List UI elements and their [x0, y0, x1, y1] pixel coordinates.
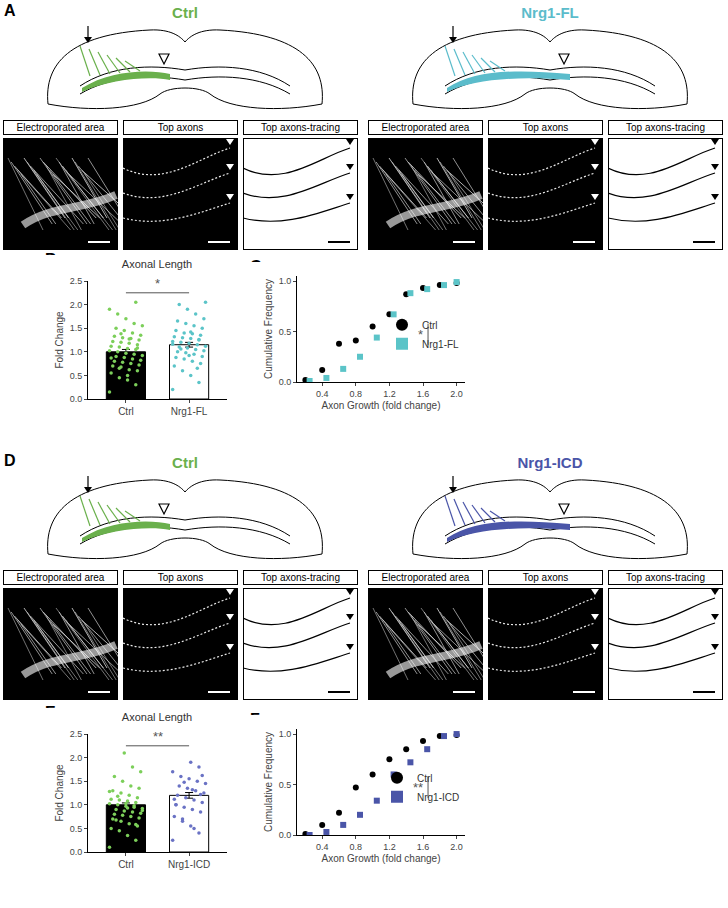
svg-text:*: * [155, 276, 160, 291]
html-text:Nrg1-FL: Nrg1-FL [521, 4, 579, 21]
svg-text:0.5: 0.5 [279, 780, 292, 790]
html-text:Top axons: Top axons [522, 122, 569, 133]
svg-text:Fold Change: Fold Change [54, 311, 65, 369]
svg-text:0.0: 0.0 [70, 847, 83, 857]
svg-text:2.5: 2.5 [70, 729, 83, 739]
svg-text:2.0: 2.0 [70, 753, 83, 763]
html-text:A: A [4, 2, 16, 19]
html-text:Nrg1-ICD: Nrg1-ICD [517, 454, 583, 471]
svg-text:Cumulative Frequency: Cumulative Frequency [263, 279, 274, 379]
svg-text:0.0: 0.0 [279, 377, 292, 387]
svg-text:1.0: 1.0 [279, 729, 292, 739]
svg-text:1.0: 1.0 [70, 347, 83, 357]
svg-text:0.4: 0.4 [316, 389, 329, 399]
svg-text:0.4: 0.4 [316, 842, 329, 852]
svg-text:0.5: 0.5 [70, 371, 83, 381]
svg-text:Nrg1-FL: Nrg1-FL [171, 406, 208, 417]
svg-text:0.5: 0.5 [70, 824, 83, 834]
html-text:Electroporated area: Electroporated area [16, 572, 105, 583]
html-text:Electroporated area: Electroporated area [381, 122, 470, 133]
svg-text:1.6: 1.6 [417, 389, 430, 399]
svg-text:1.2: 1.2 [383, 389, 396, 399]
html-text:Electroporated area: Electroporated area [16, 122, 105, 133]
svg-text:1.0: 1.0 [70, 800, 83, 810]
svg-text:1.5: 1.5 [70, 776, 83, 786]
svg-text:Axonal Length: Axonal Length [122, 258, 192, 270]
svg-text:1.5: 1.5 [70, 323, 83, 333]
svg-text:1.6: 1.6 [417, 842, 430, 852]
svg-text:0.5: 0.5 [279, 327, 292, 337]
svg-text:0.0: 0.0 [70, 394, 83, 404]
html-text:Top axons-tracing: Top axons-tracing [626, 572, 705, 583]
svg-text:**: ** [413, 780, 423, 795]
html-text:F: F [250, 711, 260, 728]
svg-text:Nrg1-FL: Nrg1-FL [422, 339, 459, 350]
html-text:Top axons-tracing: Top axons-tracing [261, 572, 340, 583]
svg-text:Axonal Length: Axonal Length [122, 711, 192, 723]
svg-text:Nrg1-ICD: Nrg1-ICD [168, 859, 210, 870]
svg-text:Ctrl: Ctrl [118, 406, 134, 417]
html-text:Ctrl: Ctrl [172, 4, 198, 21]
svg-text:2.0: 2.0 [450, 842, 463, 852]
html-text:Ctrl: Ctrl [172, 454, 198, 471]
html-text:Top axons: Top axons [157, 572, 204, 583]
html-text:E: E [45, 704, 56, 721]
svg-text:2.0: 2.0 [450, 389, 463, 399]
svg-text:Nrg1-ICD: Nrg1-ICD [417, 792, 459, 803]
html-text:Electroporated area: Electroporated area [381, 572, 470, 583]
html-text:C: C [250, 258, 262, 275]
svg-text:0.8: 0.8 [350, 389, 363, 399]
svg-text:**: ** [153, 729, 163, 744]
svg-text:0.8: 0.8 [350, 842, 363, 852]
svg-text:Ctrl: Ctrl [417, 773, 433, 784]
svg-text:1.0: 1.0 [279, 276, 292, 286]
svg-text:Axon Growth (fold change): Axon Growth (fold change) [322, 853, 441, 864]
svg-text:Axon Growth (fold change): Axon Growth (fold change) [322, 400, 441, 411]
svg-text:2.5: 2.5 [70, 276, 83, 286]
html-text:B: B [45, 251, 57, 268]
svg-text:Ctrl: Ctrl [422, 320, 438, 331]
html-text:Top axons: Top axons [157, 122, 204, 133]
html-text:Top axons-tracing: Top axons-tracing [261, 122, 340, 133]
svg-text:*: * [418, 327, 423, 342]
svg-text:Ctrl: Ctrl [118, 859, 134, 870]
html-text:Top axons-tracing: Top axons-tracing [626, 122, 705, 133]
svg-text:0.0: 0.0 [279, 830, 292, 840]
svg-text:1.2: 1.2 [383, 842, 396, 852]
svg-text:2.0: 2.0 [70, 300, 83, 310]
svg-text:Fold Change: Fold Change [54, 764, 65, 822]
html-text:D: D [4, 452, 16, 469]
html-text:Top axons: Top axons [522, 572, 569, 583]
svg-text:Cumulative Frequency: Cumulative Frequency [263, 732, 274, 832]
